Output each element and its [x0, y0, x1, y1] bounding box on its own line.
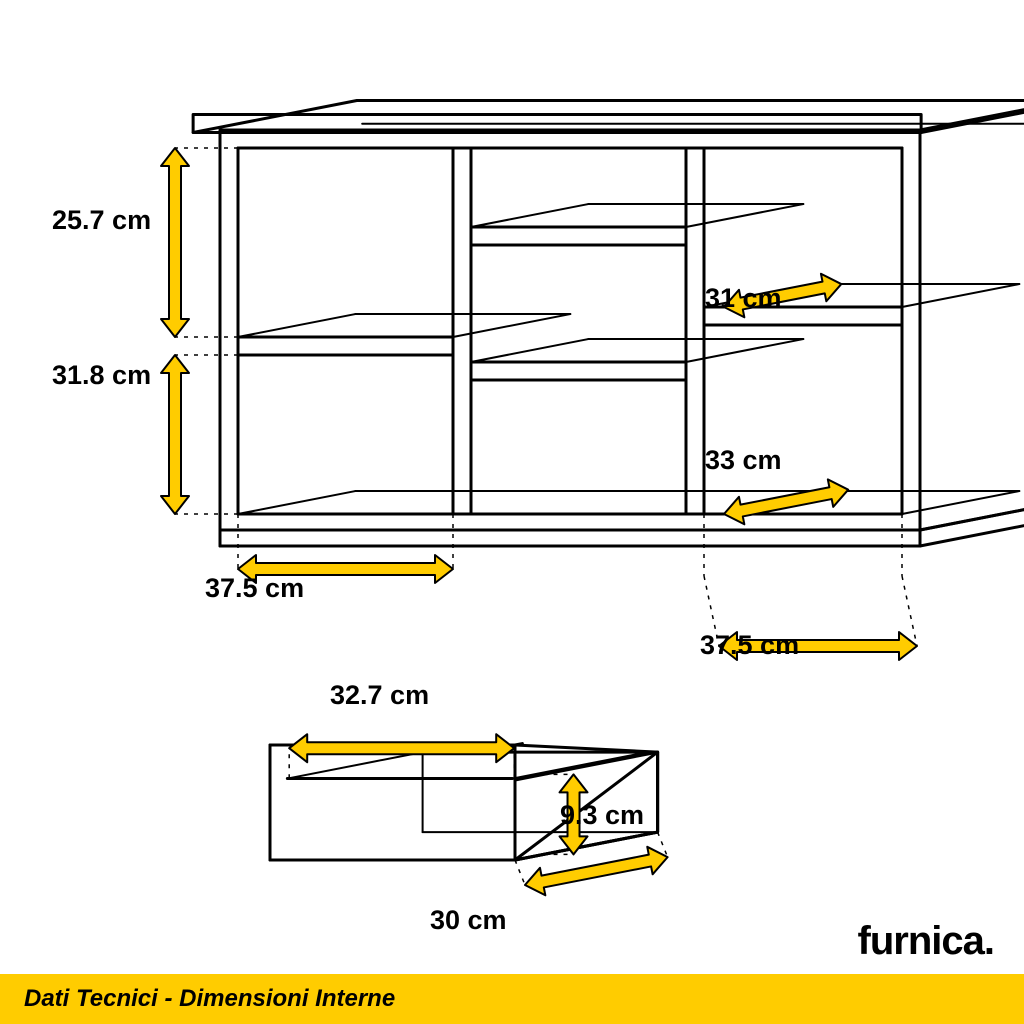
- dim-d-bot: 33 cm: [705, 445, 782, 476]
- diagram-svg: [0, 0, 1024, 1024]
- dim-d-top: 31 cm: [705, 283, 782, 314]
- dim-h1: 25.7 cm: [52, 205, 151, 236]
- brand-logo: furnica.: [858, 919, 994, 964]
- footer-text: Dati Tecnici - Dimensioni Interne: [24, 985, 395, 1013]
- dim-drawer-h: 9.3 cm: [560, 800, 644, 831]
- dim-w-right: 37.5 cm: [700, 630, 799, 661]
- dim-w-left: 37.5 cm: [205, 573, 304, 604]
- dim-drawer-w: 32.7 cm: [330, 680, 429, 711]
- dim-drawer-d: 30 cm: [430, 905, 507, 936]
- dim-h2: 31.8 cm: [52, 360, 151, 391]
- footer-bar: Dati Tecnici - Dimensioni Interne: [0, 974, 1024, 1024]
- diagram-canvas: 25.7 cm 31.8 cm 37.5 cm 37.5 cm 31 cm 33…: [0, 0, 1024, 1024]
